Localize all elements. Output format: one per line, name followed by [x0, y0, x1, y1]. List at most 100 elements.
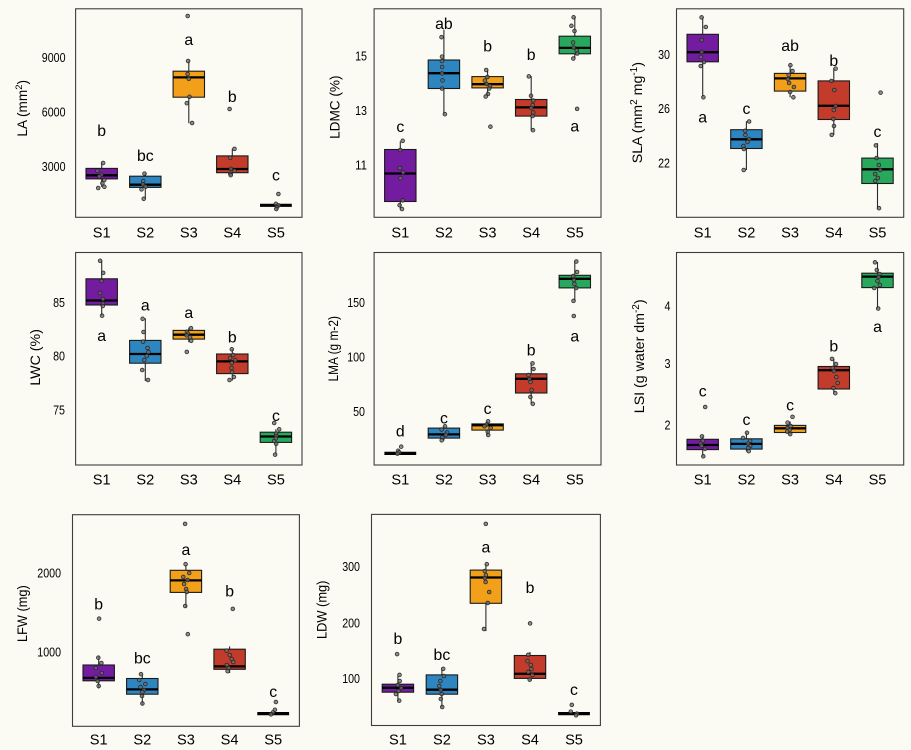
- svg-text:c: c: [272, 168, 280, 185]
- svg-text:S1: S1: [93, 225, 111, 241]
- svg-text:c: c: [699, 384, 707, 401]
- svg-text:2: 2: [665, 419, 671, 433]
- svg-text:c: c: [570, 682, 578, 699]
- svg-text:LDW (mg): LDW (mg): [315, 581, 330, 640]
- svg-text:LMA (g m-2): LMA (g m-2): [326, 316, 341, 381]
- svg-text:S3: S3: [177, 733, 195, 749]
- svg-text:a: a: [698, 110, 707, 127]
- svg-text:150: 150: [347, 296, 365, 310]
- svg-text:S2: S2: [136, 225, 154, 241]
- svg-text:b: b: [94, 597, 103, 614]
- svg-text:bc: bc: [434, 647, 451, 664]
- svg-text:11: 11: [355, 159, 367, 173]
- svg-text:S2: S2: [136, 472, 154, 488]
- svg-text:a: a: [570, 328, 579, 345]
- svg-text:c: c: [269, 684, 277, 701]
- svg-text:3000: 3000: [42, 160, 66, 174]
- svg-text:S4: S4: [522, 225, 540, 241]
- svg-text:S4: S4: [522, 472, 540, 488]
- svg-text:S5: S5: [267, 225, 285, 241]
- svg-text:a: a: [141, 297, 150, 314]
- svg-text:b: b: [526, 580, 535, 597]
- svg-text:b: b: [829, 339, 838, 356]
- svg-text:S3: S3: [180, 472, 198, 488]
- svg-text:b: b: [829, 53, 838, 70]
- svg-text:2000: 2000: [37, 566, 61, 580]
- svg-text:LWC (%): LWC (%): [28, 329, 44, 385]
- svg-text:a: a: [482, 539, 491, 556]
- svg-text:S5: S5: [869, 225, 887, 241]
- svg-text:S2: S2: [435, 472, 453, 488]
- svg-text:S1: S1: [694, 472, 712, 488]
- svg-text:S4: S4: [221, 733, 239, 749]
- svg-text:a: a: [97, 328, 106, 345]
- svg-text:S5: S5: [264, 733, 282, 749]
- svg-text:c: c: [786, 397, 794, 414]
- svg-text:ab: ab: [781, 38, 799, 55]
- svg-text:c: c: [484, 401, 492, 418]
- svg-text:b: b: [225, 584, 234, 601]
- svg-text:SLA (mm2 mg-1): SLA (mm2 mg-1): [629, 62, 646, 163]
- svg-text:22: 22: [658, 157, 670, 171]
- svg-text:50: 50: [353, 405, 365, 419]
- svg-text:b: b: [527, 343, 536, 360]
- svg-text:S2: S2: [435, 225, 453, 241]
- svg-text:c: c: [272, 408, 280, 425]
- svg-text:S3: S3: [479, 225, 497, 241]
- svg-text:b: b: [228, 89, 237, 106]
- svg-text:S2: S2: [133, 733, 151, 749]
- svg-text:S1: S1: [391, 472, 409, 488]
- svg-text:80: 80: [53, 350, 65, 364]
- svg-text:100: 100: [347, 351, 365, 365]
- svg-text:1000: 1000: [37, 646, 61, 660]
- svg-text:bc: bc: [134, 651, 151, 668]
- svg-text:b: b: [97, 123, 106, 140]
- svg-text:c: c: [440, 410, 448, 427]
- svg-text:S1: S1: [389, 733, 407, 749]
- svg-text:a: a: [873, 319, 882, 336]
- svg-text:LA (mm2): LA (mm2): [14, 80, 30, 137]
- svg-text:b: b: [527, 47, 536, 64]
- svg-text:b: b: [483, 39, 492, 56]
- svg-text:LFW (mg): LFW (mg): [15, 585, 30, 642]
- svg-text:4: 4: [665, 300, 671, 314]
- svg-text:S3: S3: [479, 472, 497, 488]
- svg-text:S5: S5: [869, 472, 887, 488]
- svg-text:3: 3: [665, 357, 671, 371]
- svg-text:c: c: [742, 412, 750, 429]
- svg-text:300: 300: [342, 560, 360, 574]
- svg-text:S4: S4: [223, 225, 241, 241]
- svg-text:a: a: [184, 305, 193, 322]
- svg-text:S4: S4: [825, 472, 843, 488]
- svg-text:S4: S4: [223, 472, 241, 488]
- svg-text:c: c: [742, 101, 750, 118]
- svg-text:S2: S2: [737, 472, 755, 488]
- svg-text:S5: S5: [267, 472, 285, 488]
- svg-text:LSI (g water dm-2): LSI (g water dm-2): [631, 299, 648, 413]
- svg-text:a: a: [184, 32, 193, 49]
- svg-text:S5: S5: [566, 225, 584, 241]
- svg-text:S2: S2: [737, 225, 755, 241]
- svg-text:200: 200: [342, 616, 360, 630]
- svg-text:d: d: [396, 423, 405, 440]
- svg-text:S3: S3: [781, 472, 799, 488]
- svg-text:S2: S2: [433, 733, 451, 749]
- svg-text:S4: S4: [521, 733, 539, 749]
- svg-text:6000: 6000: [42, 106, 66, 120]
- svg-text:LDMC (%): LDMC (%): [328, 75, 343, 138]
- svg-text:15: 15: [355, 50, 367, 64]
- svg-text:S4: S4: [825, 225, 843, 241]
- svg-text:b: b: [228, 330, 237, 347]
- svg-text:b: b: [394, 631, 403, 648]
- svg-text:75: 75: [53, 404, 65, 418]
- svg-text:S1: S1: [391, 225, 409, 241]
- svg-text:c: c: [874, 124, 882, 141]
- svg-text:13: 13: [355, 104, 367, 118]
- svg-text:c: c: [396, 119, 404, 136]
- svg-text:S3: S3: [781, 225, 799, 241]
- svg-text:26: 26: [658, 102, 670, 116]
- svg-text:S1: S1: [93, 472, 111, 488]
- svg-text:S1: S1: [694, 225, 712, 241]
- svg-text:S3: S3: [180, 225, 198, 241]
- svg-text:a: a: [182, 542, 191, 559]
